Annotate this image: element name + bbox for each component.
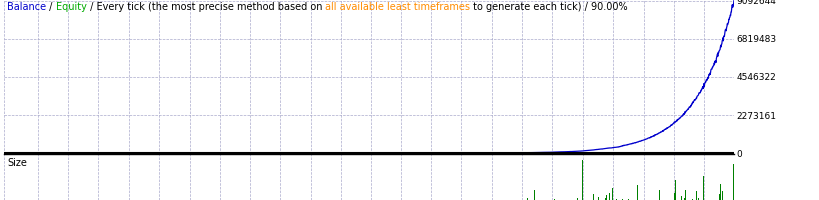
Text: /: / [46,2,56,12]
Text: to generate each tick) / 90.00%: to generate each tick) / 90.00% [469,2,627,12]
Bar [680,196,681,200]
Bar [703,176,704,200]
Bar [697,198,698,200]
Bar [719,184,720,200]
Bar [597,197,598,200]
Bar [673,193,674,200]
Bar [695,191,696,200]
Text: Balance: Balance [7,2,46,12]
Bar [526,198,527,200]
Bar [616,199,617,200]
Bar [732,164,734,200]
Bar [604,198,605,200]
Text: Equity: Equity [56,2,87,12]
Bar [627,199,628,200]
Text: all available least timeframes: all available least timeframes [325,2,469,12]
Bar [605,195,606,200]
Bar [683,198,684,200]
Bar [691,199,692,200]
Bar [636,185,637,200]
Bar [674,180,675,200]
Bar [592,194,593,200]
Text: / Every tick (the most precise method based on: / Every tick (the most precise method ba… [87,2,325,12]
Bar [612,188,613,200]
Text: Size: Size [7,158,28,168]
Bar [553,199,554,200]
Bar [581,160,582,200]
Bar [533,190,535,200]
Bar [715,191,716,200]
Bar [685,190,686,200]
Bar [621,199,622,200]
Bar [718,194,719,200]
Bar [703,198,704,200]
